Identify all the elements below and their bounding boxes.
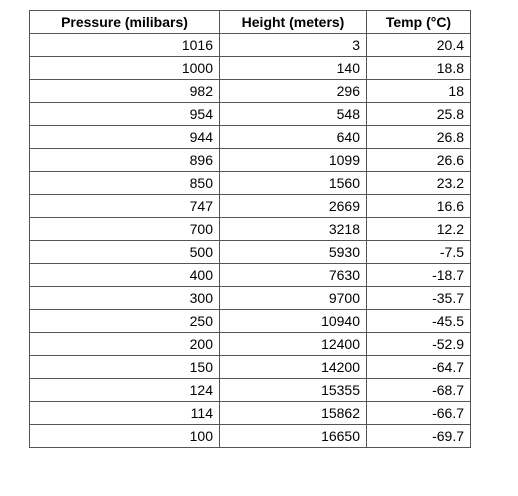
table-cell: -52.9 [366,332,471,356]
table-cell: 700 [29,217,220,241]
table-row: 850 1560 23.2 [29,171,471,195]
table-cell: 5930 [219,240,367,264]
table-cell: 20.4 [366,33,471,57]
table-row: 500 5930 -7.5 [29,240,471,264]
table-cell: 1099 [219,148,367,172]
table-row: 1000 140 18.8 [29,56,471,80]
header-cell: Temp (°C) [366,10,471,34]
table-cell: 26.8 [366,125,471,149]
table-cell: 3218 [219,217,367,241]
table-cell: 10940 [219,309,367,333]
table-cell: 16650 [219,424,367,448]
table-cell: -68.7 [366,378,471,402]
table-cell: 18.8 [366,56,471,80]
table-container: Pressure (milibars) Height (meters) Temp (… [29,10,471,448]
header-row: Pressure (milibars) Height (meters) Temp (… [29,10,471,34]
table-cell: 300 [29,286,220,310]
table-cell: 747 [29,194,220,218]
table-cell: -18.7 [366,263,471,287]
table-cell: 114 [29,401,220,425]
table-row: 944 640 26.8 [29,125,471,149]
table-cell: 200 [29,332,220,356]
table-cell: 15862 [219,401,367,425]
table-cell: 15355 [219,378,367,402]
table-cell: 548 [219,102,367,126]
table-row: 124 15355 -68.7 [29,378,471,402]
table-cell: -69.7 [366,424,471,448]
table-cell: 12.2 [366,217,471,241]
table-cell: 100 [29,424,220,448]
table-cell: 26.6 [366,148,471,172]
table-cell: -64.7 [366,355,471,379]
table-cell: 14200 [219,355,367,379]
header-cell: Height (meters) [219,10,367,34]
table-cell: 140 [219,56,367,80]
table-cell: 25.8 [366,102,471,126]
table-row: 300 9700 -35.7 [29,286,471,310]
table-row: 896 1099 26.6 [29,148,471,172]
table-row: 700 3218 12.2 [29,217,471,241]
table-cell: 250 [29,309,220,333]
table-row: 982 296 18 [29,79,471,103]
table-cell: 500 [29,240,220,264]
table-cell: 1560 [219,171,367,195]
table-cell: -45.5 [366,309,471,333]
table-cell: -66.7 [366,401,471,425]
table-cell: 7630 [219,263,367,287]
table-cell: 896 [29,148,220,172]
table-cell: 954 [29,102,220,126]
table-cell: 944 [29,125,220,149]
data-table: Pressure (milibars) Height (meters) Temp (… [29,10,471,448]
table-cell: 18 [366,79,471,103]
table-cell: 982 [29,79,220,103]
table-cell: 2669 [219,194,367,218]
table-row: 954 548 25.8 [29,102,471,126]
table-row: 200 12400 -52.9 [29,332,471,356]
table-row: 250 10940 -45.5 [29,309,471,333]
table-cell: 400 [29,263,220,287]
table-cell: 23.2 [366,171,471,195]
table-row: 100 16650 -69.7 [29,424,471,448]
table-cell: 296 [219,79,367,103]
table-cell: 150 [29,355,220,379]
table-cell: 124 [29,378,220,402]
table-cell: -35.7 [366,286,471,310]
table-cell: 16.6 [366,194,471,218]
header-cell: Pressure (milibars) [29,10,220,34]
table-row: 150 14200 -64.7 [29,355,471,379]
table-cell: 1016 [29,33,220,57]
table-cell: 640 [219,125,367,149]
table-row: 114 15862 -66.7 [29,401,471,425]
table-row: 747 2669 16.6 [29,194,471,218]
table-cell: 3 [219,33,367,57]
table-cell: 850 [29,171,220,195]
table-row: 400 7630 -18.7 [29,263,471,287]
table-cell: 9700 [219,286,367,310]
table-cell: 12400 [219,332,367,356]
table-cell: -7.5 [366,240,471,264]
table-cell: 1000 [29,56,220,80]
table-row: 1016 3 20.4 [29,33,471,57]
